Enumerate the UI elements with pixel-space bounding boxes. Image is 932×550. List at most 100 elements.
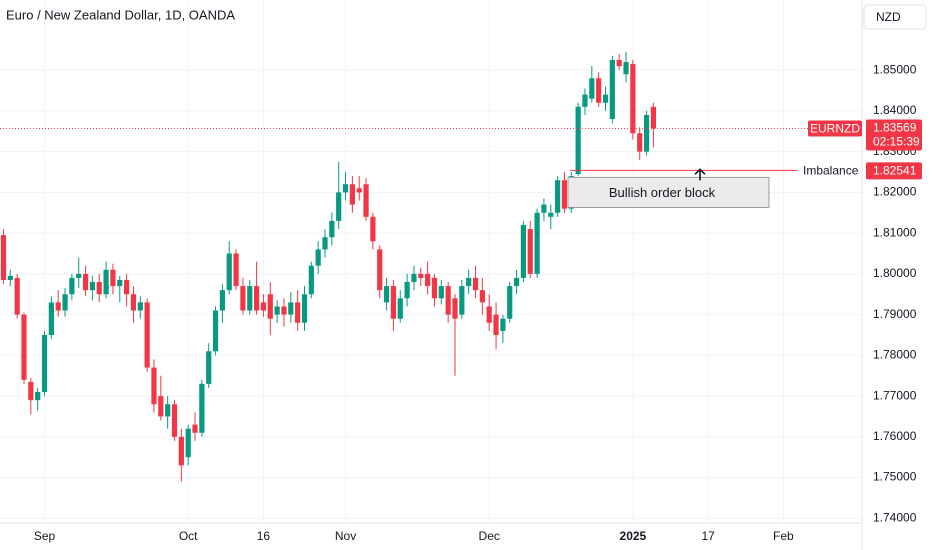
candle-body xyxy=(390,286,397,319)
x-tick-label: Nov xyxy=(335,529,356,543)
candle-body xyxy=(342,184,349,193)
candle-body xyxy=(630,64,636,134)
countdown: 02:15:39 xyxy=(873,135,920,149)
y-tick-label: 1.82000 xyxy=(873,185,917,199)
candle-body xyxy=(295,302,301,323)
candle-body xyxy=(151,367,157,405)
candle-body xyxy=(0,235,7,280)
candle-body xyxy=(548,212,554,217)
order-block-label: Bullish order block xyxy=(609,185,716,200)
candle-body xyxy=(520,224,527,278)
candle-body xyxy=(178,436,184,466)
currency-box[interactable] xyxy=(863,4,927,30)
candle-body xyxy=(41,334,48,393)
candle-body xyxy=(247,286,253,311)
candle-body xyxy=(411,273,417,283)
y-tick-label: 1.78000 xyxy=(873,348,917,362)
imbalance-tag xyxy=(866,162,922,180)
candle-body xyxy=(602,94,609,103)
y-tick-label: 1.76000 xyxy=(873,429,917,443)
candle-body xyxy=(7,275,13,280)
candle-body xyxy=(404,282,410,299)
candle-body xyxy=(185,428,191,458)
candle-body xyxy=(418,273,424,278)
candle-body xyxy=(199,383,205,433)
candle-body xyxy=(254,286,260,311)
last-price-tag xyxy=(866,119,922,151)
candle-body xyxy=(21,314,27,380)
candle-body xyxy=(76,273,82,278)
overlay: Bullish order block Imbalance xyxy=(0,127,862,208)
candle-body xyxy=(349,184,355,205)
candle-body xyxy=(513,277,520,287)
y-tick-label: 1.84000 xyxy=(873,103,917,117)
candle-body xyxy=(82,273,89,291)
x-tick-label: Oct xyxy=(179,529,198,543)
candle-body xyxy=(527,229,533,274)
y-tick-label: 1.75000 xyxy=(873,470,917,484)
imbalance-label: Imbalance xyxy=(803,164,859,178)
candle-body xyxy=(650,106,656,129)
candle-body xyxy=(452,298,458,319)
arrow xyxy=(694,168,706,181)
candle-body xyxy=(507,286,513,319)
candle-body xyxy=(124,279,130,295)
candle-body xyxy=(137,302,143,311)
x-tick-label: 2025 xyxy=(620,529,647,543)
last-price: 1.83569 xyxy=(873,121,917,135)
candle-body xyxy=(281,306,287,315)
candle-body xyxy=(48,302,54,335)
candle-body xyxy=(472,277,479,291)
candle-body xyxy=(493,314,499,335)
candles xyxy=(0,51,656,482)
candle-body xyxy=(616,59,622,67)
candle-body xyxy=(555,180,561,213)
candle-body xyxy=(329,220,335,238)
candle-body xyxy=(336,192,342,221)
candle-body xyxy=(397,298,403,319)
y-tick-label: 1.74000 xyxy=(873,510,917,524)
candle-body xyxy=(288,302,294,315)
candle-body xyxy=(96,282,102,295)
candle-body xyxy=(260,302,267,311)
candle-body xyxy=(541,204,547,213)
x-tick-label: Sep xyxy=(34,529,56,543)
candle-body xyxy=(130,294,137,311)
symbol-tag xyxy=(808,120,862,137)
candle-body xyxy=(383,286,390,303)
x-tick-label: 17 xyxy=(701,529,715,543)
order-block xyxy=(567,176,770,208)
x-tick-label: 16 xyxy=(257,529,271,543)
candle-body xyxy=(637,133,643,152)
candle-body xyxy=(301,294,308,323)
candle-body xyxy=(226,253,232,291)
candle-body xyxy=(582,94,588,107)
candle-body xyxy=(233,253,239,287)
candle-body xyxy=(596,78,602,103)
x-tick-label: Feb xyxy=(773,529,794,543)
x-tick-label: Dec xyxy=(479,529,500,543)
candle-body xyxy=(534,212,540,274)
candle-body xyxy=(486,306,492,323)
currency: NZD xyxy=(876,10,901,24)
candle-body xyxy=(431,277,438,299)
y-tick-label: 1.79000 xyxy=(873,307,917,321)
y-tick-label: 1.85000 xyxy=(873,62,917,76)
candle-body xyxy=(35,392,41,401)
y-tick-label: 1.81000 xyxy=(873,225,917,239)
candle-body xyxy=(206,351,212,384)
candle-body xyxy=(370,216,376,242)
candle-body xyxy=(144,302,150,368)
candle-body xyxy=(103,269,109,295)
candle-body xyxy=(479,290,485,303)
candle-body xyxy=(561,180,568,209)
candle-body xyxy=(500,318,506,331)
candle-body xyxy=(240,286,246,311)
candle-body xyxy=(219,290,225,311)
candle-body xyxy=(158,396,164,417)
candle-body xyxy=(69,277,75,295)
candle-body xyxy=(438,286,444,299)
candle-body xyxy=(377,249,383,291)
